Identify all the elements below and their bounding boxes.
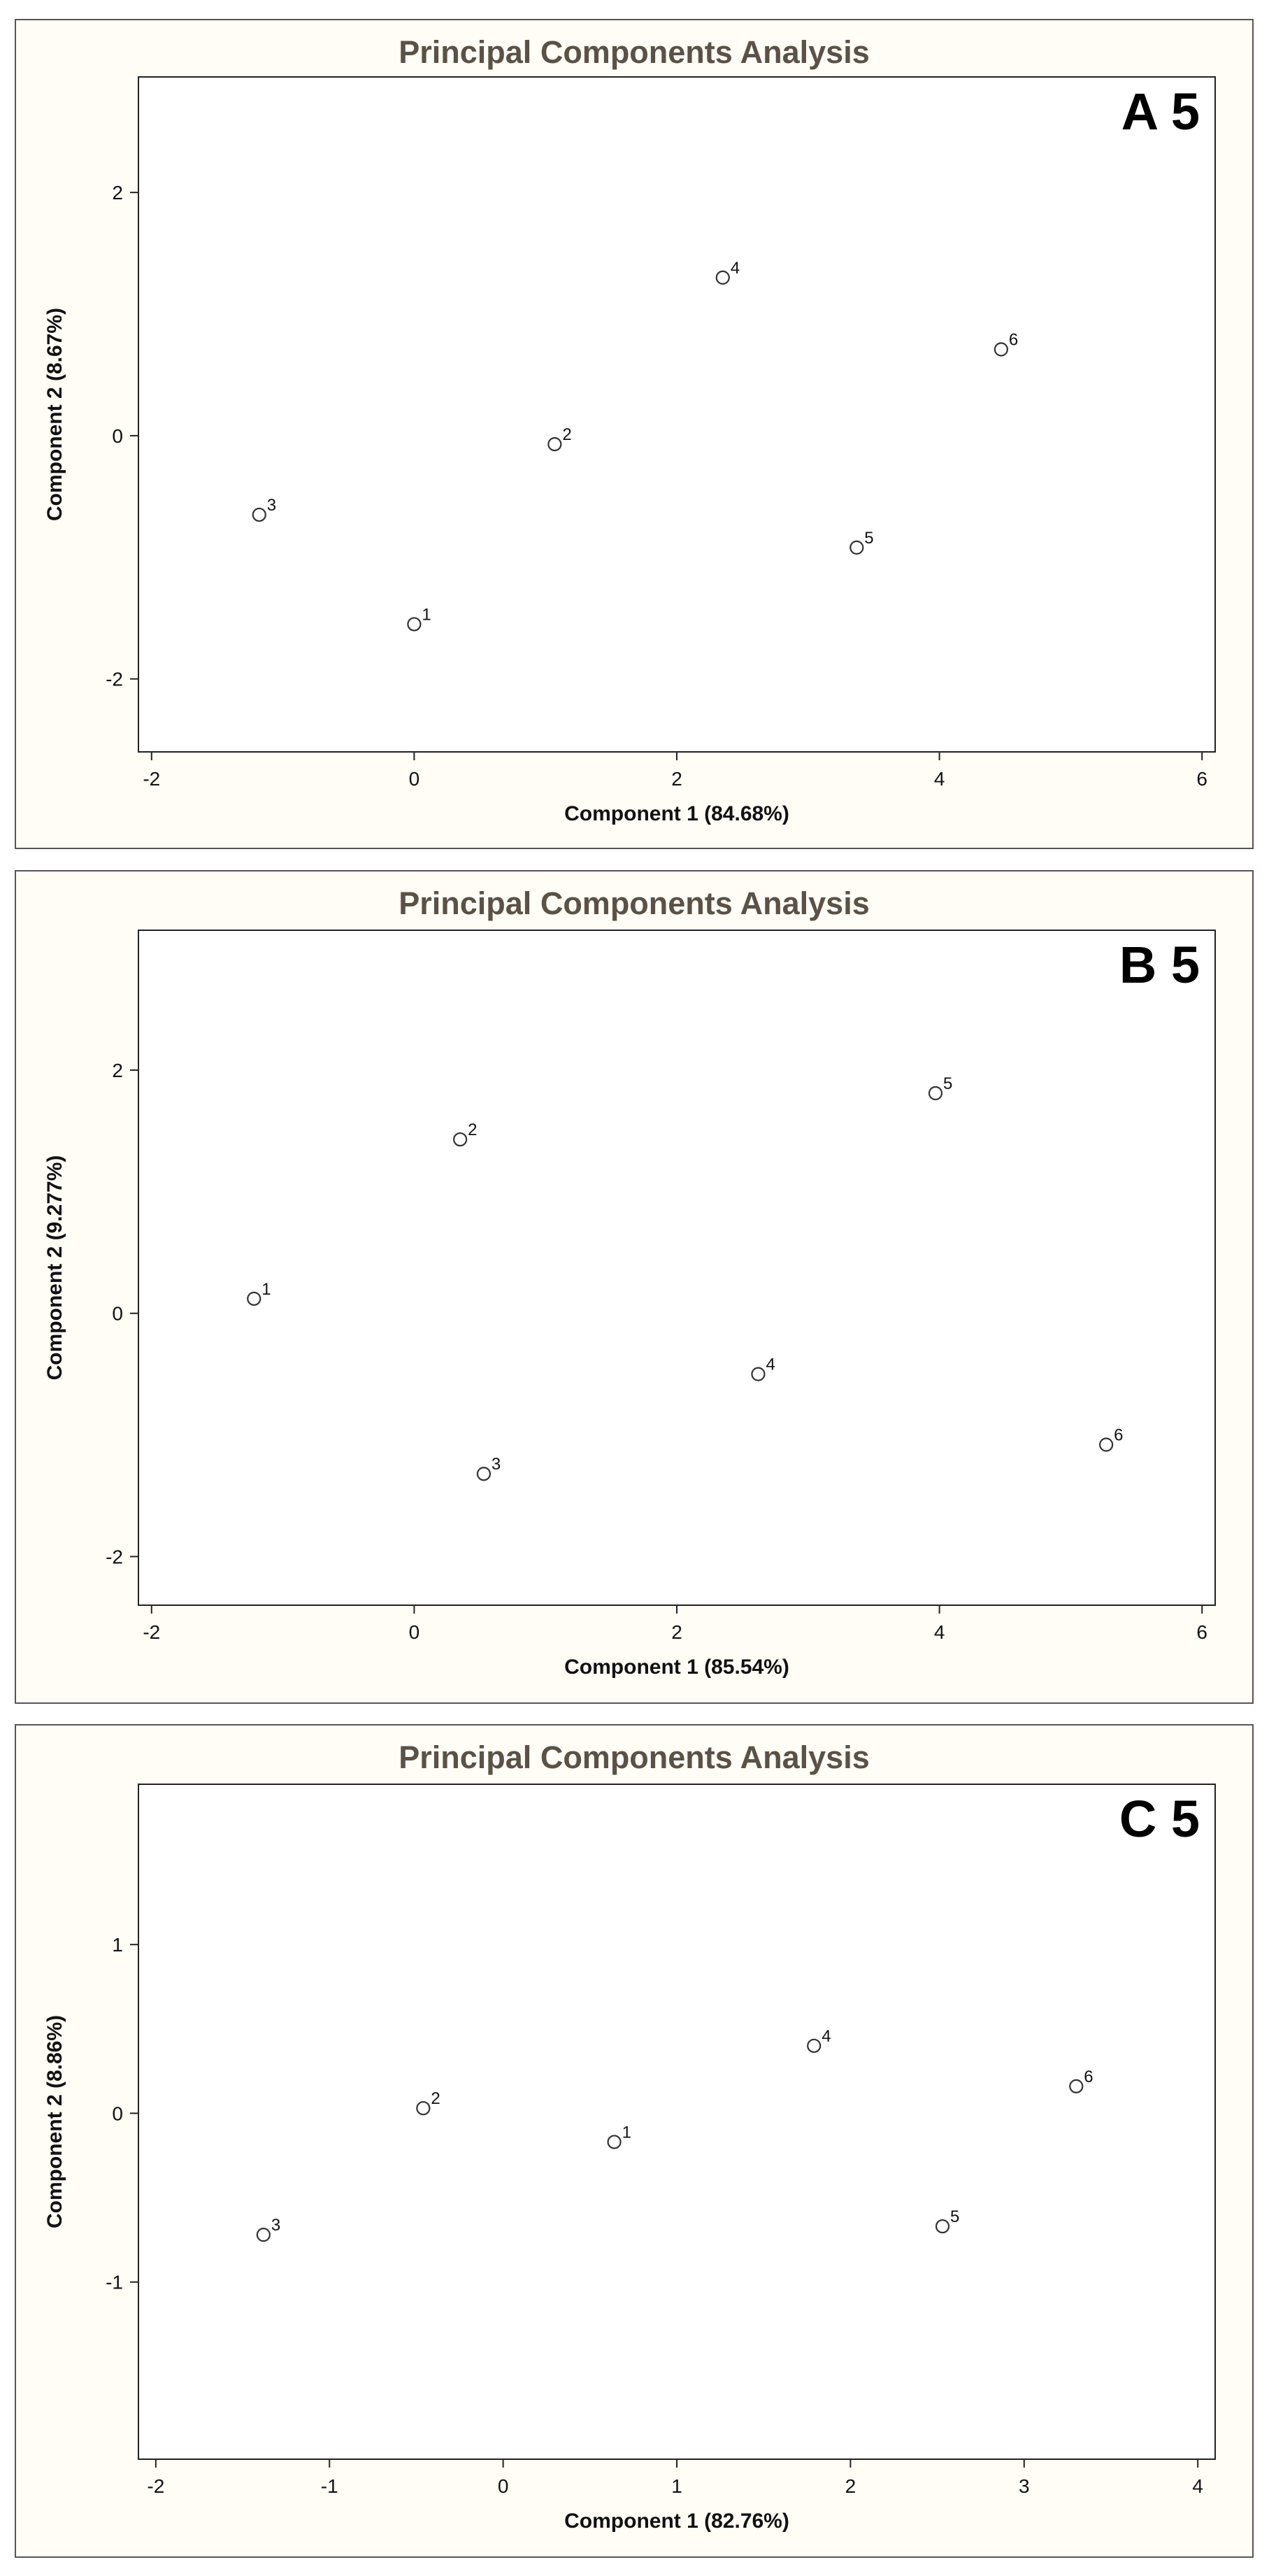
y-tick-label: -2 (106, 1546, 123, 1567)
x-tick-label: 2 (845, 2475, 856, 2497)
x-axis-label: Component 1 (82.76%) (564, 2510, 789, 2533)
x-tick-label: -1 (321, 2475, 338, 2497)
data-point-1 (607, 2135, 622, 2149)
point-label: 4 (731, 259, 740, 278)
data-point-2 (453, 1132, 468, 1147)
y-axis-label: Component 2 (9.277%) (43, 1155, 66, 1381)
point-label: 1 (622, 2123, 631, 2142)
panel-label: A 5 (1121, 83, 1200, 141)
x-tick-label: -2 (143, 1621, 160, 1643)
x-tick-label: 4 (934, 768, 945, 790)
y-axis-label: Component 2 (8.67%) (43, 308, 66, 521)
plot-area (138, 76, 1216, 753)
x-tick-label: 6 (1196, 768, 1207, 790)
x-tick-label: -2 (147, 2475, 164, 2497)
panel-label: B 5 (1119, 936, 1200, 994)
x-axis-label: Component 1 (85.54%) (564, 1656, 789, 1679)
point-label: 1 (261, 1280, 271, 1299)
point-label: 3 (267, 496, 276, 515)
y-tick-label: 0 (112, 1303, 123, 1325)
x-tick-label: 0 (409, 768, 420, 790)
point-label: 6 (1009, 330, 1018, 349)
x-tick-label: 0 (409, 1621, 420, 1643)
x-tick-label: 2 (671, 1621, 682, 1643)
point-label: 5 (950, 2207, 959, 2226)
data-point-2 (416, 2101, 431, 2116)
point-label: 5 (943, 1074, 952, 1093)
y-tick-label: 2 (112, 182, 123, 204)
x-tick-label: 4 (1192, 2475, 1203, 2497)
x-tick-label: 4 (934, 1621, 945, 1643)
x-tick-label: 2 (671, 768, 682, 790)
data-point-1 (407, 617, 422, 632)
data-point-3 (252, 507, 266, 522)
data-point-6 (994, 342, 1008, 357)
x-tick-label: 6 (1196, 1621, 1207, 1643)
y-tick-label: 1 (112, 1934, 123, 1956)
y-tick-label: 0 (112, 2102, 123, 2124)
data-point-4 (751, 1367, 766, 1381)
chart-title: Principal Components Analysis (399, 885, 869, 921)
chart-title: Principal Components Analysis (399, 1739, 869, 1775)
point-label: 4 (822, 2027, 831, 2046)
data-point-6 (1069, 2079, 1084, 2093)
x-tick-label: 3 (1019, 2475, 1030, 2497)
data-point-5 (849, 540, 864, 555)
point-label: 1 (422, 605, 431, 624)
x-tick-label: -2 (143, 768, 160, 790)
x-tick-label: 1 (671, 2475, 682, 2497)
point-label: 6 (1114, 1425, 1123, 1444)
data-point-5 (928, 1086, 943, 1101)
pca-panel-3: Principal Components Analysis C 5 -2 -1 0 1 2 3… (15, 1724, 1254, 2558)
point-label: 2 (468, 1120, 477, 1139)
y-axis-label: Component 2 (8.86%) (43, 2015, 66, 2228)
data-point-4 (715, 270, 730, 285)
data-point-3 (256, 2228, 271, 2242)
y-tick-label: -2 (106, 669, 123, 690)
chart-title: Principal Components Analysis (399, 34, 869, 70)
data-point-3 (476, 1467, 492, 1481)
data-point-2 (547, 436, 562, 452)
data-point-6 (1099, 1437, 1114, 1452)
point-label: 2 (431, 2089, 440, 2108)
panel-label: C 5 (1119, 1790, 1200, 1848)
x-axis-label: Component 1 (84.68%) (564, 802, 789, 825)
pca-panel-2: Principal Components Analysis B 5 -2 0 2 4 6 -2… (15, 870, 1254, 1704)
data-point-1 (247, 1291, 261, 1306)
pca-panel-1: Principal Components Analysis A 5 -2 0 2 4 6 -2… (15, 19, 1254, 849)
y-tick-label: 2 (112, 1060, 123, 1081)
y-tick-label: -1 (106, 2272, 123, 2293)
point-label: 3 (271, 2216, 280, 2235)
data-point-5 (935, 2219, 950, 2234)
plot-area (138, 1784, 1216, 2460)
point-label: 6 (1084, 2068, 1093, 2086)
point-label: 4 (766, 1355, 775, 1374)
point-label: 5 (864, 529, 873, 548)
data-point-4 (807, 2038, 822, 2054)
point-label: 3 (492, 1455, 501, 1474)
plot-area (138, 930, 1216, 1606)
y-tick-label: 0 (112, 425, 123, 447)
x-tick-label: 0 (498, 2475, 509, 2497)
point-label: 2 (562, 425, 571, 444)
